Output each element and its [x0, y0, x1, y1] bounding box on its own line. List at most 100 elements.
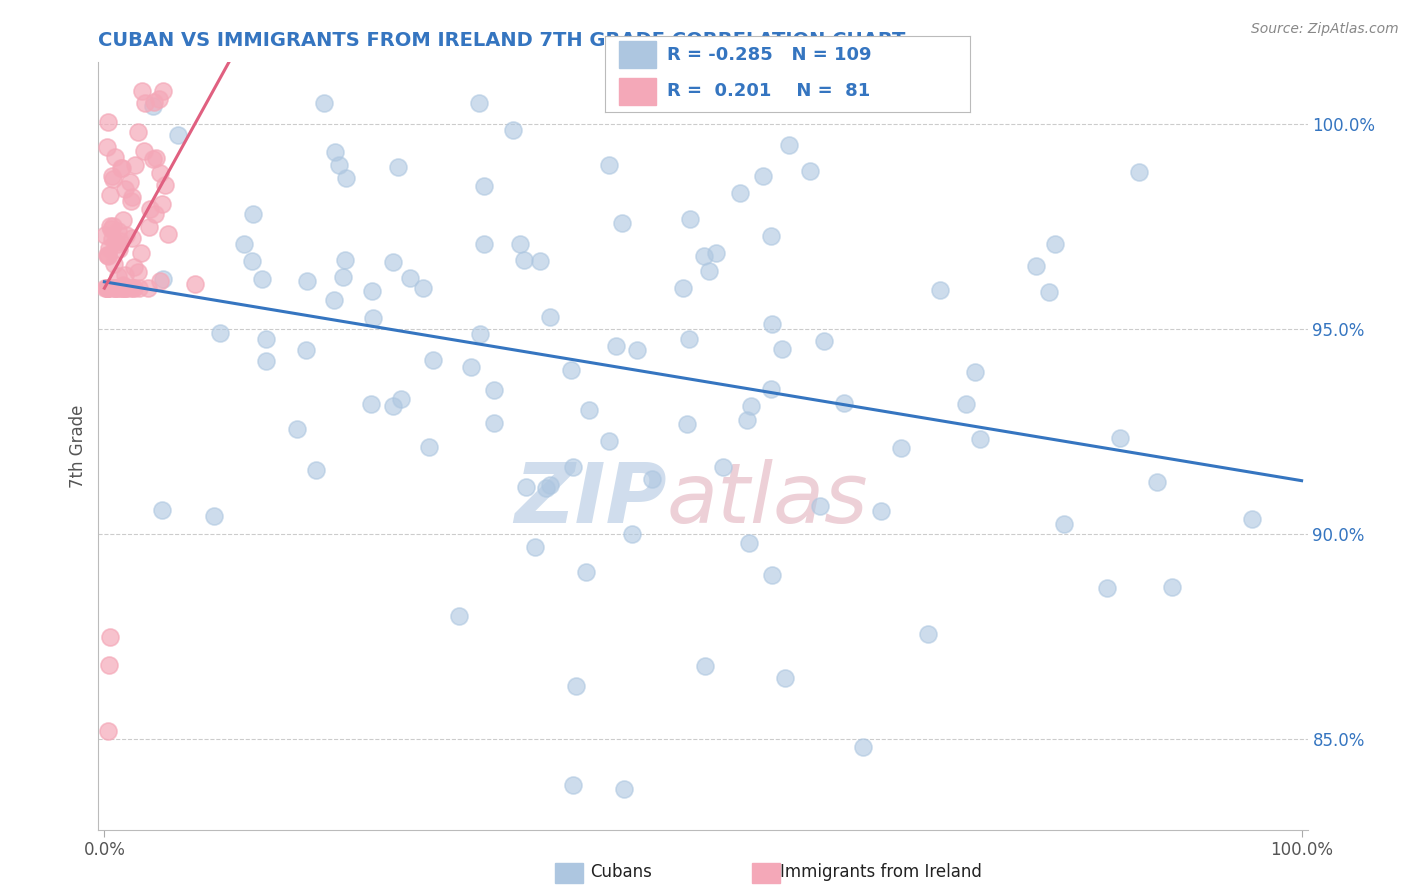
Point: [94, 228, 117, 243]
Point: [240, 253, 263, 268]
Point: [121, 230, 143, 244]
Point: [693, 658, 716, 673]
Point: [678, 332, 700, 346]
Point: [115, 228, 138, 243]
Point: [1025, 259, 1047, 273]
Point: [1109, 431, 1132, 445]
Point: [399, 271, 422, 285]
Y-axis label: 7th Grade: 7th Grade: [69, 404, 87, 488]
Point: [98, 187, 121, 202]
Point: [1038, 285, 1060, 299]
Point: [361, 285, 384, 299]
Point: [287, 422, 309, 436]
Point: [1161, 580, 1184, 594]
Point: [482, 384, 505, 398]
Point: [94, 281, 117, 295]
Point: [447, 609, 470, 624]
Point: [870, 504, 893, 518]
Point: [138, 220, 160, 235]
Point: [120, 281, 142, 295]
Point: [672, 280, 695, 294]
Point: [96, 281, 118, 295]
Point: [96, 140, 118, 154]
Point: [114, 281, 136, 295]
Point: [152, 84, 174, 98]
Point: [472, 178, 495, 193]
Point: [134, 95, 156, 110]
Point: [704, 245, 727, 260]
Point: [100, 222, 122, 236]
Point: [332, 269, 354, 284]
Point: [183, 277, 205, 291]
Point: [468, 326, 491, 341]
Point: [529, 253, 551, 268]
Point: [122, 281, 145, 295]
Point: [773, 672, 796, 686]
Point: [105, 237, 128, 252]
Point: [1043, 237, 1066, 252]
Point: [112, 277, 135, 292]
Point: [111, 161, 134, 176]
Point: [252, 272, 274, 286]
Point: [142, 152, 165, 166]
Text: Source: ZipAtlas.com: Source: ZipAtlas.com: [1251, 22, 1399, 37]
Point: [832, 395, 855, 409]
Point: [97, 241, 120, 255]
Point: [148, 92, 170, 106]
Point: [799, 164, 821, 178]
Point: [153, 178, 176, 193]
Point: [578, 402, 600, 417]
Point: [120, 194, 142, 209]
Point: [131, 84, 153, 98]
Point: [294, 343, 316, 357]
Point: [208, 326, 231, 341]
Point: [759, 229, 782, 244]
Point: [1095, 582, 1118, 596]
Point: [145, 207, 167, 221]
Point: [472, 236, 495, 251]
Point: [676, 417, 699, 431]
Point: [107, 269, 129, 284]
Point: [128, 281, 150, 295]
Point: [152, 272, 174, 286]
Point: [103, 257, 125, 271]
Point: [114, 281, 136, 295]
Point: [104, 281, 127, 295]
Point: [679, 212, 702, 227]
Point: [955, 397, 977, 411]
Text: ZIP: ZIP: [515, 459, 666, 541]
Point: [97, 248, 120, 262]
Point: [852, 739, 875, 754]
Point: [118, 175, 141, 189]
Point: [761, 318, 783, 332]
Point: [389, 392, 412, 406]
Point: [360, 397, 382, 411]
Point: [524, 540, 547, 554]
Point: [150, 502, 173, 516]
Point: [759, 382, 782, 396]
Point: [418, 440, 440, 454]
Point: [142, 95, 165, 110]
Point: [963, 365, 986, 379]
Point: [142, 98, 165, 112]
Point: [138, 281, 160, 295]
Point: [560, 363, 582, 377]
Point: [242, 207, 264, 221]
Point: [740, 399, 762, 413]
Point: [305, 463, 328, 477]
Point: [1053, 516, 1076, 531]
Point: [98, 658, 121, 673]
Point: [105, 281, 128, 295]
Point: [110, 161, 132, 176]
Point: [295, 274, 318, 288]
Point: [108, 234, 131, 248]
Point: [202, 509, 225, 524]
Point: [693, 249, 716, 263]
Point: [808, 499, 831, 513]
Point: [929, 283, 952, 297]
Point: [127, 125, 149, 139]
Point: [711, 459, 734, 474]
Text: Immigrants from Ireland: Immigrants from Ireland: [780, 863, 983, 881]
Point: [467, 96, 489, 111]
Point: [564, 680, 586, 694]
